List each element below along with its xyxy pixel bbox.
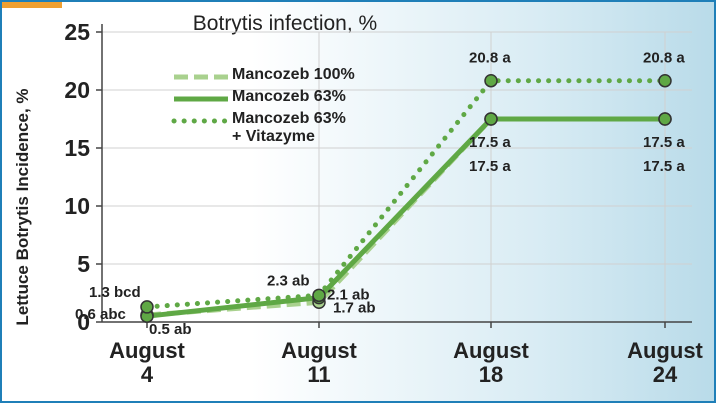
x-tick-label: August 4 — [109, 338, 185, 387]
y-tick-label: 0 — [77, 309, 90, 335]
point — [312, 288, 326, 303]
series-line — [144, 78, 668, 310]
x-tick-label: August 24 — [627, 338, 703, 387]
y-axis-label: Lettuce Botrytis Incidence, % — [13, 88, 32, 325]
point — [484, 112, 498, 126]
data-label: 20.8 a — [643, 50, 685, 67]
legend-label: Mancozeb 63% — [232, 88, 346, 105]
point — [484, 73, 498, 88]
y-tick-label: 15 — [64, 135, 90, 161]
x-tick-label: August 11 — [281, 338, 357, 387]
data-label: 20.8 a — [469, 50, 511, 67]
data-label: 17.5 a — [469, 158, 511, 175]
y-tick-label: 25 — [64, 19, 90, 45]
data-label: 17.5 a — [643, 134, 685, 151]
series-line — [146, 116, 665, 319]
x-tick-label: August 18 — [453, 338, 529, 387]
point — [140, 300, 154, 314]
data-label: 17.5 a — [469, 134, 511, 151]
point — [658, 73, 672, 88]
y-tick-label: 10 — [64, 193, 90, 219]
data-label: 2.3 ab — [267, 272, 310, 289]
data-label: 17.5 a — [643, 158, 685, 175]
data-label: 2.1 ab — [327, 287, 370, 304]
legend-label: Mancozeb 63% + Vitazyme — [232, 110, 346, 145]
data-label: 0.6 abc — [75, 306, 126, 323]
chart-title: Botrytis infection, % — [193, 12, 377, 35]
point — [658, 112, 672, 126]
corner-strip — [2, 2, 62, 8]
y-tick-label: 5 — [77, 251, 90, 277]
legend-label: Mancozeb 100% — [232, 66, 355, 83]
data-label: 1.3 bcd — [89, 284, 141, 301]
data-label: 1.7 ab — [333, 299, 376, 316]
data-label: 0.5 ab — [149, 321, 192, 338]
y-tick-label: 20 — [64, 77, 90, 103]
